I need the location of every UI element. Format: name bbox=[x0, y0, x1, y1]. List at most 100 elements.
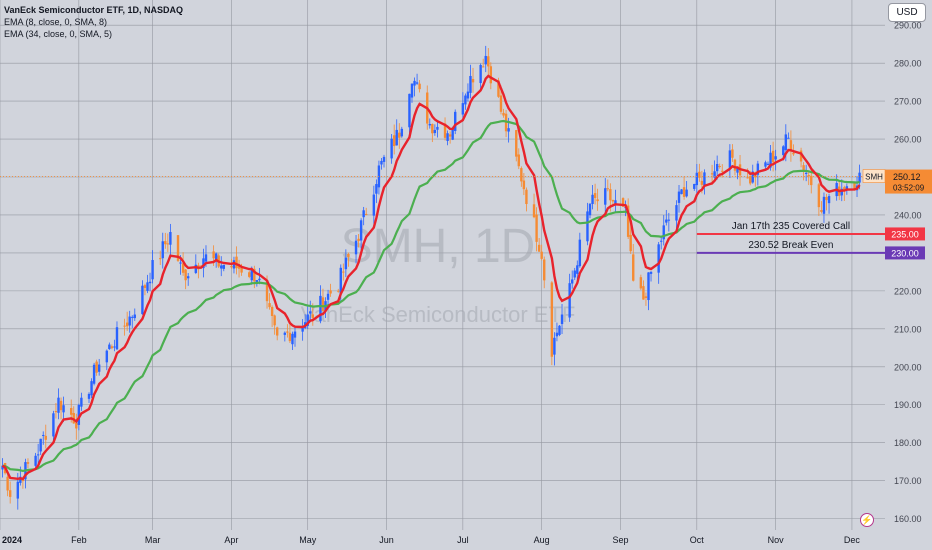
candle-body bbox=[365, 213, 368, 215]
candle-body bbox=[497, 80, 500, 97]
candle-body bbox=[532, 204, 536, 218]
candle-body bbox=[596, 199, 599, 202]
candle-body bbox=[680, 189, 683, 195]
candle-body bbox=[237, 265, 241, 269]
candle-body bbox=[398, 132, 401, 138]
candle-body bbox=[87, 393, 91, 399]
candle-body bbox=[357, 238, 360, 242]
candle-body bbox=[782, 146, 785, 156]
x-tick-label: Sep bbox=[613, 535, 629, 545]
candle-body bbox=[52, 413, 55, 437]
candle-body bbox=[484, 55, 487, 65]
candle-body bbox=[8, 490, 12, 497]
last-price-badge bbox=[885, 169, 932, 194]
candle-body bbox=[143, 285, 147, 288]
candle-body bbox=[751, 171, 754, 183]
candle-body bbox=[736, 167, 739, 173]
symbol-title: VanEck Semiconductor ETF, 1D, NASDAQ bbox=[4, 5, 184, 15]
candle-body bbox=[446, 133, 449, 141]
candle-body bbox=[626, 205, 630, 237]
candle-body bbox=[657, 244, 660, 273]
candle-body bbox=[184, 269, 187, 281]
candle-body bbox=[146, 282, 149, 291]
candle-body bbox=[105, 350, 109, 363]
y-tick-label: 290.00 bbox=[894, 21, 922, 31]
candle-body bbox=[433, 129, 437, 134]
candle-body bbox=[522, 180, 526, 190]
candle-body bbox=[380, 160, 383, 165]
candle-body bbox=[804, 172, 808, 174]
candle-body bbox=[270, 306, 274, 316]
candle-body bbox=[489, 66, 493, 84]
candle-body bbox=[667, 219, 671, 221]
candle-body bbox=[733, 159, 737, 171]
candle-body bbox=[593, 193, 597, 199]
candle-body bbox=[677, 191, 681, 203]
currency-button[interactable]: USD bbox=[888, 3, 926, 22]
candle-body bbox=[443, 123, 447, 138]
candle-body bbox=[431, 124, 434, 134]
candle-body bbox=[75, 422, 78, 429]
candle-body bbox=[1, 465, 4, 470]
candle-body bbox=[698, 171, 701, 178]
candle-body bbox=[715, 164, 719, 172]
candle-body bbox=[675, 205, 678, 221]
candle-body bbox=[479, 64, 482, 84]
candle-body bbox=[525, 189, 528, 205]
candle-body bbox=[632, 254, 635, 281]
candle-body bbox=[347, 253, 350, 257]
candle-body bbox=[390, 138, 393, 159]
candle-body bbox=[560, 314, 564, 325]
candle-body bbox=[799, 150, 803, 162]
candle-body bbox=[606, 188, 610, 190]
tradingview-logo-icon: ⚡ bbox=[860, 513, 874, 527]
candle-body bbox=[665, 219, 668, 223]
candle-body bbox=[802, 165, 805, 171]
candle-body bbox=[321, 297, 325, 311]
candle-body bbox=[92, 364, 96, 384]
candle-body bbox=[166, 243, 170, 245]
x-tick-label: Aug bbox=[534, 535, 550, 545]
candle-body bbox=[151, 260, 154, 280]
candle-body bbox=[248, 272, 251, 277]
candle-body bbox=[642, 286, 645, 300]
candle-body bbox=[662, 225, 665, 240]
candle-body bbox=[128, 316, 131, 326]
candle-body bbox=[588, 203, 592, 216]
x-tick-label: Jul bbox=[457, 535, 469, 545]
candle-body bbox=[220, 265, 223, 269]
ema-slow-legend: EMA (34, close, 0, SMA, 5) bbox=[4, 29, 113, 39]
candle-body bbox=[502, 112, 505, 116]
candle-body bbox=[695, 172, 699, 186]
candle-body bbox=[520, 168, 523, 182]
x-tick-label: Feb bbox=[71, 535, 87, 545]
x-tick-label: Dec bbox=[844, 535, 861, 545]
ema-fast-legend: EMA (8, close, 0, SMA, 8) bbox=[4, 17, 108, 27]
candle-body bbox=[240, 267, 243, 273]
candle-body bbox=[543, 259, 546, 281]
candle-body bbox=[131, 316, 134, 318]
candle-body bbox=[382, 156, 386, 162]
candle-body bbox=[454, 111, 457, 131]
candle-body bbox=[609, 189, 612, 201]
candle-body bbox=[44, 435, 47, 440]
annotation-axis-badge bbox=[885, 227, 925, 241]
candle-body bbox=[461, 103, 465, 115]
candle-body bbox=[756, 163, 760, 175]
candle-body bbox=[499, 95, 503, 112]
candle-body bbox=[222, 264, 225, 269]
candle-body bbox=[19, 476, 22, 483]
annotation-axis-label: 235.00 bbox=[891, 229, 919, 239]
candle-body bbox=[235, 256, 238, 269]
candle-body bbox=[164, 241, 167, 245]
candle-body bbox=[418, 83, 421, 90]
candle-body bbox=[774, 156, 777, 160]
candle-body bbox=[392, 135, 396, 147]
candle-body bbox=[194, 264, 198, 273]
candle-body bbox=[718, 165, 721, 167]
candle-body bbox=[375, 184, 378, 194]
candle-body bbox=[141, 285, 144, 315]
